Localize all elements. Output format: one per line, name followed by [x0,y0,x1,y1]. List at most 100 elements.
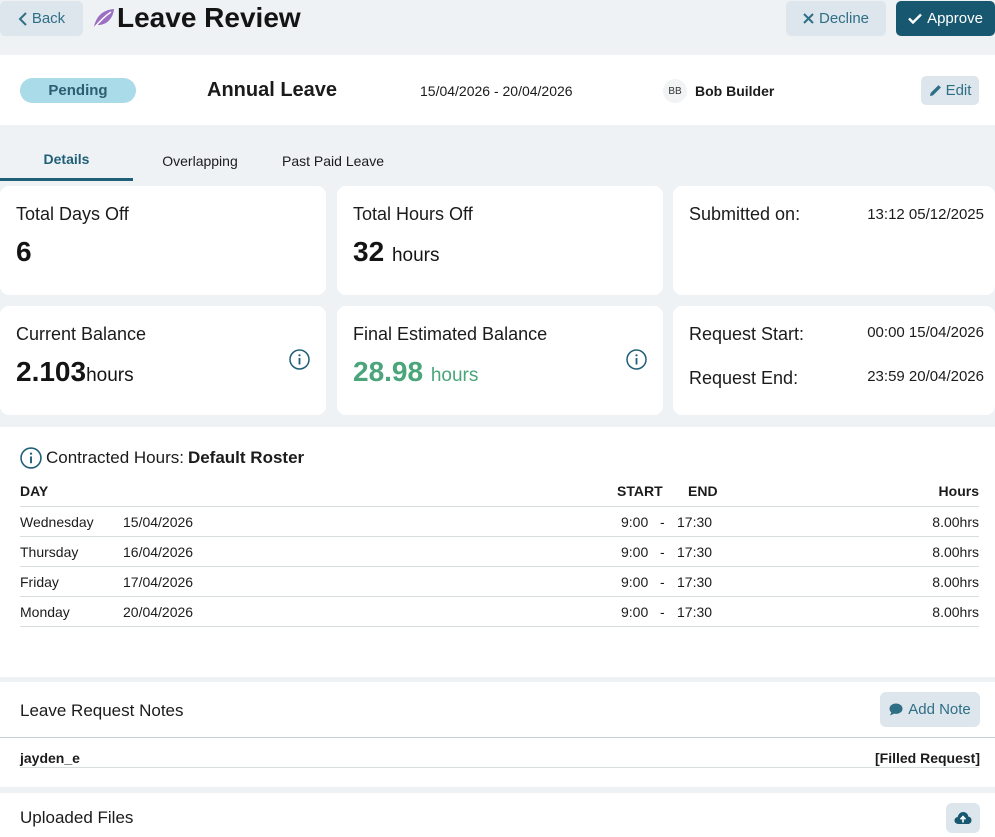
row-end: 17:30 [677,604,713,620]
final-balance-number: 28.98 [353,356,424,387]
back-button[interactable]: Back [0,1,83,36]
current-balance-number: 2.103 [16,356,87,387]
upload-button[interactable] [946,803,980,833]
final-balance-card: Final Estimated Balance 28.98 hours [337,306,663,415]
tab-past-paid-leave[interactable]: Past Paid Leave [282,152,384,169]
add-note-button[interactable]: Add Note [880,692,980,727]
row-end: 17:30 [677,544,713,560]
table-row: Thursday 16/04/2026 9:00 - 17:30 8.00hrs [20,536,979,566]
leave-type: Annual Leave [207,79,338,101]
row-end: 17:30 [677,574,713,590]
row-separator: - [660,514,665,530]
column-start: START [617,483,663,499]
row-day: Thursday [20,544,79,560]
back-label: Back [31,10,66,27]
info-icon[interactable] [626,349,647,370]
request-period-card: Request Start: 00:00 15/04/2026 Request … [673,306,995,415]
final-balance-value: 28.98 hours [353,356,478,388]
row-separator: - [660,604,665,620]
page-header: Back Leave Review Decline Approve [0,0,995,40]
chevron-left-icon [18,11,27,26]
note-author: jayden_e [20,750,80,766]
row-day: Monday [20,604,70,620]
final-balance-label: Final Estimated Balance [353,324,548,344]
row-date: 20/04/2026 [123,604,194,620]
column-hours: Hours [938,483,979,499]
request-start-label: Request Start: [689,324,805,344]
submitted-card: Submitted on: 13:12 05/12/2025 [673,186,995,295]
decline-label: Decline [818,10,870,27]
final-balance-unit: hours [430,365,479,386]
roster-name: Default Roster [187,448,305,467]
notes-title: Leave Request Notes [20,701,184,720]
total-days-value: 6 [16,236,32,267]
status-badge: Pending [20,78,136,103]
table-row: Monday 20/04/2026 9:00 - 17:30 8.00hrs [20,596,979,626]
row-start: 9:00 [621,514,649,530]
current-balance-label: Current Balance [16,324,147,344]
total-hours-card: Total Hours Off 32 hours [337,186,663,295]
edit-label: Edit [945,82,972,99]
contracted-hours-label: Contracted Hours: [46,448,184,467]
total-days-card: Total Days Off 6 [0,186,326,295]
tab-overlapping[interactable]: Overlapping [162,152,238,169]
row-end: 17:30 [677,514,713,530]
row-date: 17/04/2026 [123,574,194,590]
files-title: Uploaded Files [20,808,134,827]
notes-divider [0,737,995,738]
request-end-label: Request End: [689,368,799,388]
row-day: Friday [20,574,59,590]
employee-name: Bob Builder [695,83,775,99]
note-tag: [Filled Request] [874,750,980,766]
total-hours-label: Total Hours Off [353,204,473,224]
total-hours-number: 32 [353,236,385,267]
row-hours: 8.00hrs [932,604,979,620]
row-start: 9:00 [621,544,649,560]
row-hours: 8.00hrs [932,544,979,560]
table-row: Wednesday 15/04/2026 9:00 - 17:30 8.00hr… [20,506,979,536]
row-date: 15/04/2026 [123,514,194,530]
row-date: 16/04/2026 [123,544,194,560]
avatar: BB [663,79,687,103]
total-hours-unit: hours [391,245,440,266]
request-start-value: 00:00 15/04/2026 [867,324,984,341]
uploaded-files-section: Uploaded Files [0,793,995,837]
contracted-hours-title: Contracted Hours: Default Roster [20,447,304,469]
row-separator: - [660,544,665,560]
tab-details[interactable]: Details [0,140,133,181]
request-end-value: 23:59 20/04/2026 [867,368,984,385]
row-hours: 8.00hrs [932,514,979,530]
decline-button[interactable]: Decline [786,1,886,36]
column-day: DAY [20,483,49,499]
leave-notes-section: Leave Request Notes Add Note jayden_e [F… [0,682,995,787]
row-separator: - [660,574,665,590]
table-divider [20,626,979,627]
check-icon [908,13,922,24]
info-icon[interactable] [20,447,42,469]
row-day: Wednesday [20,514,94,530]
pencil-icon [929,85,941,96]
edit-button[interactable]: Edit [921,76,979,105]
leaf-icon [94,9,114,28]
comment-icon [889,703,903,716]
contracted-hours-section: Contracted Hours: Default Roster DAY STA… [0,427,995,677]
row-start: 9:00 [621,604,649,620]
current-balance-value: 2.103hours [16,356,134,388]
current-balance-unit: hours [86,365,134,386]
page-title: Leave Review [117,2,301,33]
table-row: Friday 17/04/2026 9:00 - 17:30 8.00hrs [20,566,979,596]
submitted-value: 13:12 05/12/2025 [867,206,984,223]
note-divider [20,767,979,768]
approve-label: Approve [927,10,983,27]
info-icon[interactable] [289,349,310,370]
total-hours-value: 32 hours [353,236,439,268]
row-hours: 8.00hrs [932,574,979,590]
leave-date-range: 15/04/2026 - 20/04/2026 [420,83,573,99]
approve-button[interactable]: Approve [896,1,995,36]
cloud-upload-icon [954,812,972,824]
total-days-label: Total Days Off [16,204,129,224]
leave-summary: Pending Annual Leave 15/04/2026 - 20/04/… [0,55,995,125]
column-end: END [688,483,718,499]
row-start: 9:00 [621,574,649,590]
